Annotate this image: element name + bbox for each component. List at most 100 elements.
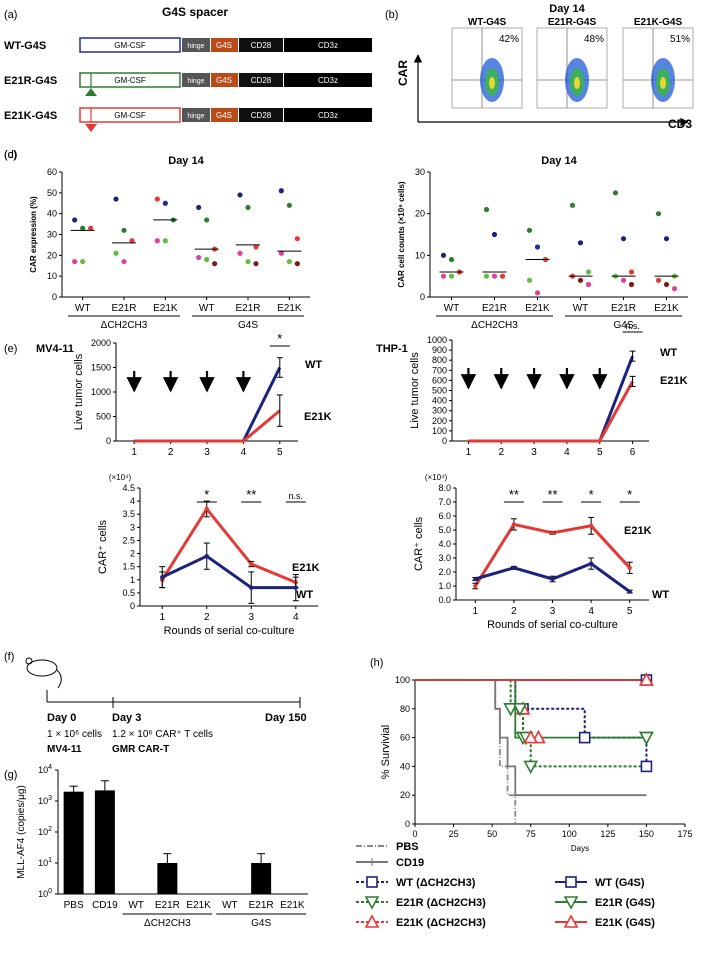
data-point <box>550 576 555 582</box>
g4s-label: G4S <box>216 76 232 85</box>
data-point <box>585 281 592 288</box>
y-tick-label: 40 <box>47 209 57 219</box>
y-axis-label: CAR⁺ cells <box>413 516 425 571</box>
y-tick-label: 800 <box>432 355 447 365</box>
mouse-icon <box>25 657 62 689</box>
data-point <box>294 261 300 267</box>
cd28-box <box>239 108 283 122</box>
panel-label: (d) <box>4 149 17 161</box>
cd28-label: CD28 <box>251 41 272 50</box>
panel-d: (d) Day 14 0 10 20 30 CAR cell counts (×10⁶ ce… <box>4 149 688 331</box>
data-point <box>204 506 209 512</box>
y-tick-label: 2000 <box>91 338 111 348</box>
triangle-down-marker <box>364 896 380 910</box>
panel-b-xlabel: CD3 <box>668 117 692 131</box>
data-point <box>483 273 490 279</box>
triangle-down-marker <box>503 703 519 717</box>
x-tick-label: WT <box>199 303 215 314</box>
group-label: G4S <box>238 320 258 331</box>
hinge-label: hinge <box>187 113 204 120</box>
y-tick-label: 2 <box>130 549 135 559</box>
square-marker <box>578 731 591 744</box>
data-point <box>212 261 218 267</box>
y-tick-label: 80 <box>400 704 410 714</box>
y-tick-label: 400 <box>432 396 447 406</box>
series-label: WT <box>305 359 322 371</box>
x-tick-label: E21K <box>153 303 178 314</box>
x-tick-label: 2 <box>511 606 517 617</box>
x-tick-label: PBS <box>64 900 84 911</box>
data-point <box>204 217 210 223</box>
hinge-label: hinge <box>187 78 204 85</box>
survival-curve <box>415 679 647 797</box>
panel-a-title: G4S spacer <box>162 5 228 19</box>
survival-curve <box>415 679 647 739</box>
survival-curve <box>415 679 647 768</box>
x-tick-label: WT <box>222 900 238 911</box>
x-tick-label: 6 <box>630 447 636 458</box>
y-tick-label: 4.5 <box>122 483 135 493</box>
cell-cloud-center <box>489 77 495 89</box>
triangle-up-marker <box>364 914 380 928</box>
y-tick-label: 103 <box>38 795 52 806</box>
data-point <box>121 227 127 233</box>
x-tick-label: 50 <box>487 829 497 839</box>
series-label: WT <box>660 347 677 359</box>
series-label: E21K <box>304 411 332 423</box>
series-line-e21k <box>160 506 297 584</box>
data-point <box>162 200 168 206</box>
bar <box>94 790 115 894</box>
e21r-mutation-triangle <box>85 88 97 96</box>
group-label: G4S <box>251 918 271 929</box>
day0-cells: 1 × 10⁶ cells <box>47 729 102 740</box>
y-tick-label: 6.0 <box>438 511 451 521</box>
x-tick-label: 1 <box>473 606 479 617</box>
data-point <box>448 256 455 263</box>
x-tick-label: 3 <box>550 606 556 617</box>
y-tick-label: 20 <box>47 250 57 260</box>
bar <box>63 791 84 894</box>
data-point <box>491 231 498 238</box>
series-label: WT <box>652 589 669 601</box>
x-tick-label: 1 <box>131 447 137 458</box>
sig-mark: n.s. <box>625 321 640 331</box>
data-point <box>72 258 78 265</box>
data-point <box>588 523 594 528</box>
y-axis-label: CAR⁺ cells <box>97 519 109 574</box>
legend-label: E21R (G4S) <box>595 897 655 909</box>
y-tick-label: 2.0 <box>438 567 451 577</box>
y-tick-label: 700 <box>432 365 447 375</box>
y-multiplier: (×10⁴) <box>109 473 132 482</box>
x-tick-label: WT <box>128 900 144 911</box>
data-point <box>80 258 86 265</box>
x-tick-label: E21R <box>249 900 274 911</box>
y-tick-label: 102 <box>38 826 52 837</box>
data-point <box>121 258 127 265</box>
y-tick-label: 200 <box>432 416 447 426</box>
series-label: E21K <box>292 562 320 574</box>
legend-label: PBS <box>396 841 419 853</box>
x-axis-label: Rounds of serial co-culture <box>164 625 295 637</box>
x-tick-label: E21R <box>482 303 507 314</box>
y-axis-label: CAR cell counts (×10⁶ cells) <box>397 181 406 288</box>
y-tick-label: 1.5 <box>122 562 135 572</box>
panel-label: (h) <box>370 657 383 669</box>
gmcsf-box <box>79 37 181 53</box>
g4s-box <box>211 108 238 122</box>
y-tick-label: 7.0 <box>438 497 451 507</box>
x-tick-label: E21K <box>277 303 302 314</box>
survival-curve <box>415 679 517 824</box>
x-tick-label: 0 <box>412 829 417 839</box>
y-tick-label: 3.5 <box>122 509 135 519</box>
cell-cloud-center <box>574 77 580 89</box>
data-point <box>448 273 455 279</box>
gmcsf-label: GM-CSF <box>114 111 146 120</box>
y-tick-label: 900 <box>432 345 447 355</box>
chart-title: Day 14 <box>541 155 577 167</box>
series-line-e21k <box>468 380 634 443</box>
data-point <box>245 204 251 211</box>
data-point <box>511 522 517 527</box>
y-axis-label: Live tumor cells <box>73 353 85 430</box>
data-point <box>483 206 490 213</box>
